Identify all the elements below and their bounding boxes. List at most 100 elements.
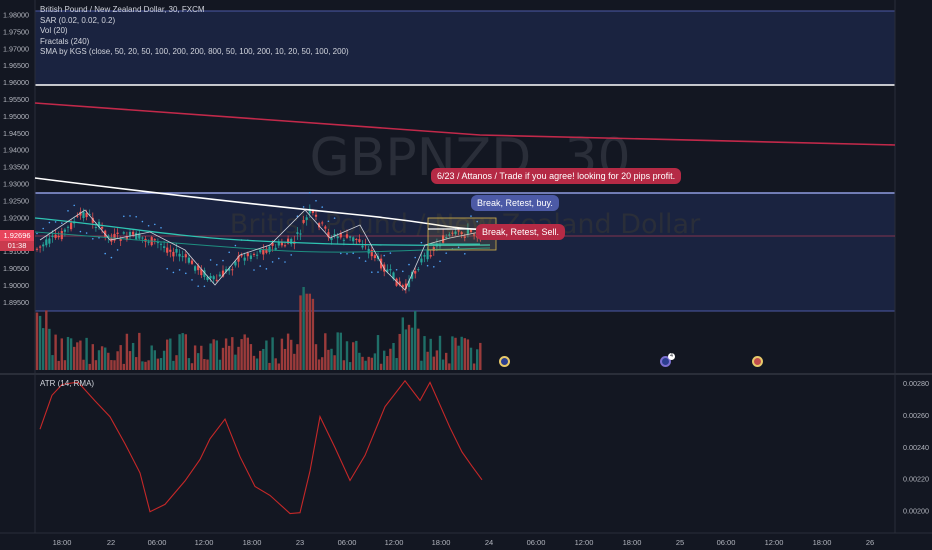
sar-dot xyxy=(36,232,38,235)
sar-dot xyxy=(209,259,212,261)
sar-dot xyxy=(178,269,181,271)
volume-bar xyxy=(339,332,342,370)
sma-red-line xyxy=(34,102,896,146)
sar-dot xyxy=(92,237,94,240)
volume-bar xyxy=(296,344,299,370)
volume-bar xyxy=(342,360,346,370)
candle xyxy=(132,231,135,235)
volume-bar xyxy=(317,359,321,370)
candle xyxy=(389,269,392,271)
candle xyxy=(417,269,420,271)
candle xyxy=(324,226,327,229)
volume-bar xyxy=(212,339,215,370)
candle xyxy=(218,274,221,277)
candle xyxy=(159,243,163,245)
sar-dot xyxy=(253,269,255,271)
candle xyxy=(311,210,314,213)
sar-dot xyxy=(216,264,218,266)
sar-dot xyxy=(234,244,237,247)
volume-bar xyxy=(181,333,184,370)
indicator-sar[interactable]: SAR (0.02, 0.02, 0.2) xyxy=(40,15,116,25)
candle xyxy=(442,235,445,243)
candle xyxy=(225,269,228,272)
economic-event-gb-icon[interactable] xyxy=(499,356,510,367)
trade-note-annotation[interactable]: 6/23 / Attanos / Trade if you agree! loo… xyxy=(431,168,682,184)
candle xyxy=(147,241,150,243)
sar-dot xyxy=(358,257,361,259)
candle xyxy=(212,276,215,280)
sell-note-annotation[interactable]: Break, Retest, Sell. xyxy=(476,224,566,240)
candle xyxy=(308,208,311,214)
candle xyxy=(370,249,373,257)
sar-dot xyxy=(377,271,379,273)
volume-bar xyxy=(193,345,197,370)
volume-bar xyxy=(45,310,48,370)
volume-bar xyxy=(407,324,411,370)
volume-bar xyxy=(476,349,479,370)
volume-bar xyxy=(113,360,116,370)
sar-dot xyxy=(296,215,299,218)
symbol-title[interactable]: British Pound / New Zealand Dollar, 30, … xyxy=(40,5,205,14)
volume-bar xyxy=(42,328,45,370)
candle xyxy=(163,246,166,248)
volume-bar xyxy=(361,356,364,370)
economic-event-uk-icon[interactable] xyxy=(752,356,763,367)
candle xyxy=(138,233,141,239)
volume-bar xyxy=(178,334,181,370)
candle xyxy=(88,214,91,216)
candle xyxy=(395,278,398,286)
volume-bar xyxy=(240,339,243,370)
sar-dot xyxy=(228,251,230,254)
volume-bar xyxy=(463,338,466,370)
price-tick-label: 1.90500 xyxy=(3,264,29,273)
candle xyxy=(39,246,42,248)
indicator-sma[interactable]: SMA by KGS (close, 50, 20, 50, 100, 200,… xyxy=(40,47,349,56)
economic-event-nz-icon[interactable] xyxy=(660,356,671,367)
buy-note-annotation[interactable]: Break, Retest, buy. xyxy=(471,195,559,211)
sar-dot xyxy=(364,260,367,262)
volume-bar xyxy=(262,348,265,370)
atr-line xyxy=(39,379,483,515)
sar-dot xyxy=(302,206,305,208)
sar-dot xyxy=(129,215,131,217)
sar-dot xyxy=(85,232,88,234)
price-tick-label: 1.97500 xyxy=(3,27,29,36)
candle xyxy=(252,253,256,255)
candle xyxy=(367,248,370,254)
candle xyxy=(262,249,265,255)
time-tick-label: 23 xyxy=(296,538,304,547)
candle xyxy=(116,232,119,234)
candle xyxy=(426,249,429,260)
volume-bar xyxy=(156,358,160,370)
sar-dot xyxy=(123,215,125,218)
sma-white-line xyxy=(34,177,491,231)
candle xyxy=(63,229,66,232)
candle xyxy=(321,222,324,224)
time-tick-label: 18:00 xyxy=(623,538,642,547)
sar-dot xyxy=(271,261,274,263)
price-tick-label: 1.95000 xyxy=(3,112,29,121)
time-tick-label: 18:00 xyxy=(813,538,832,547)
volume-bar xyxy=(333,355,336,370)
candle xyxy=(358,239,361,242)
volume-bar xyxy=(252,355,256,370)
sar-dot xyxy=(73,204,75,207)
candle xyxy=(469,229,473,233)
sar-dot xyxy=(290,254,293,256)
volume-bar xyxy=(457,345,460,370)
lower-zone xyxy=(35,193,895,311)
volume-bar xyxy=(445,352,448,370)
price-tick-label: 1.94500 xyxy=(3,129,29,138)
sar-dot xyxy=(259,265,262,267)
atr-label[interactable]: ATR (14, RMA) xyxy=(40,379,95,388)
sar-dot xyxy=(426,264,429,267)
candle xyxy=(457,230,460,232)
candle xyxy=(128,231,132,237)
sar-dot xyxy=(61,222,63,224)
candle xyxy=(333,234,336,237)
sar-dot xyxy=(135,215,137,218)
indicator-vol[interactable]: Vol (20) xyxy=(40,26,68,35)
indicator-fractals[interactable]: Fractals (240) xyxy=(40,36,90,46)
volume-bar xyxy=(237,346,240,370)
